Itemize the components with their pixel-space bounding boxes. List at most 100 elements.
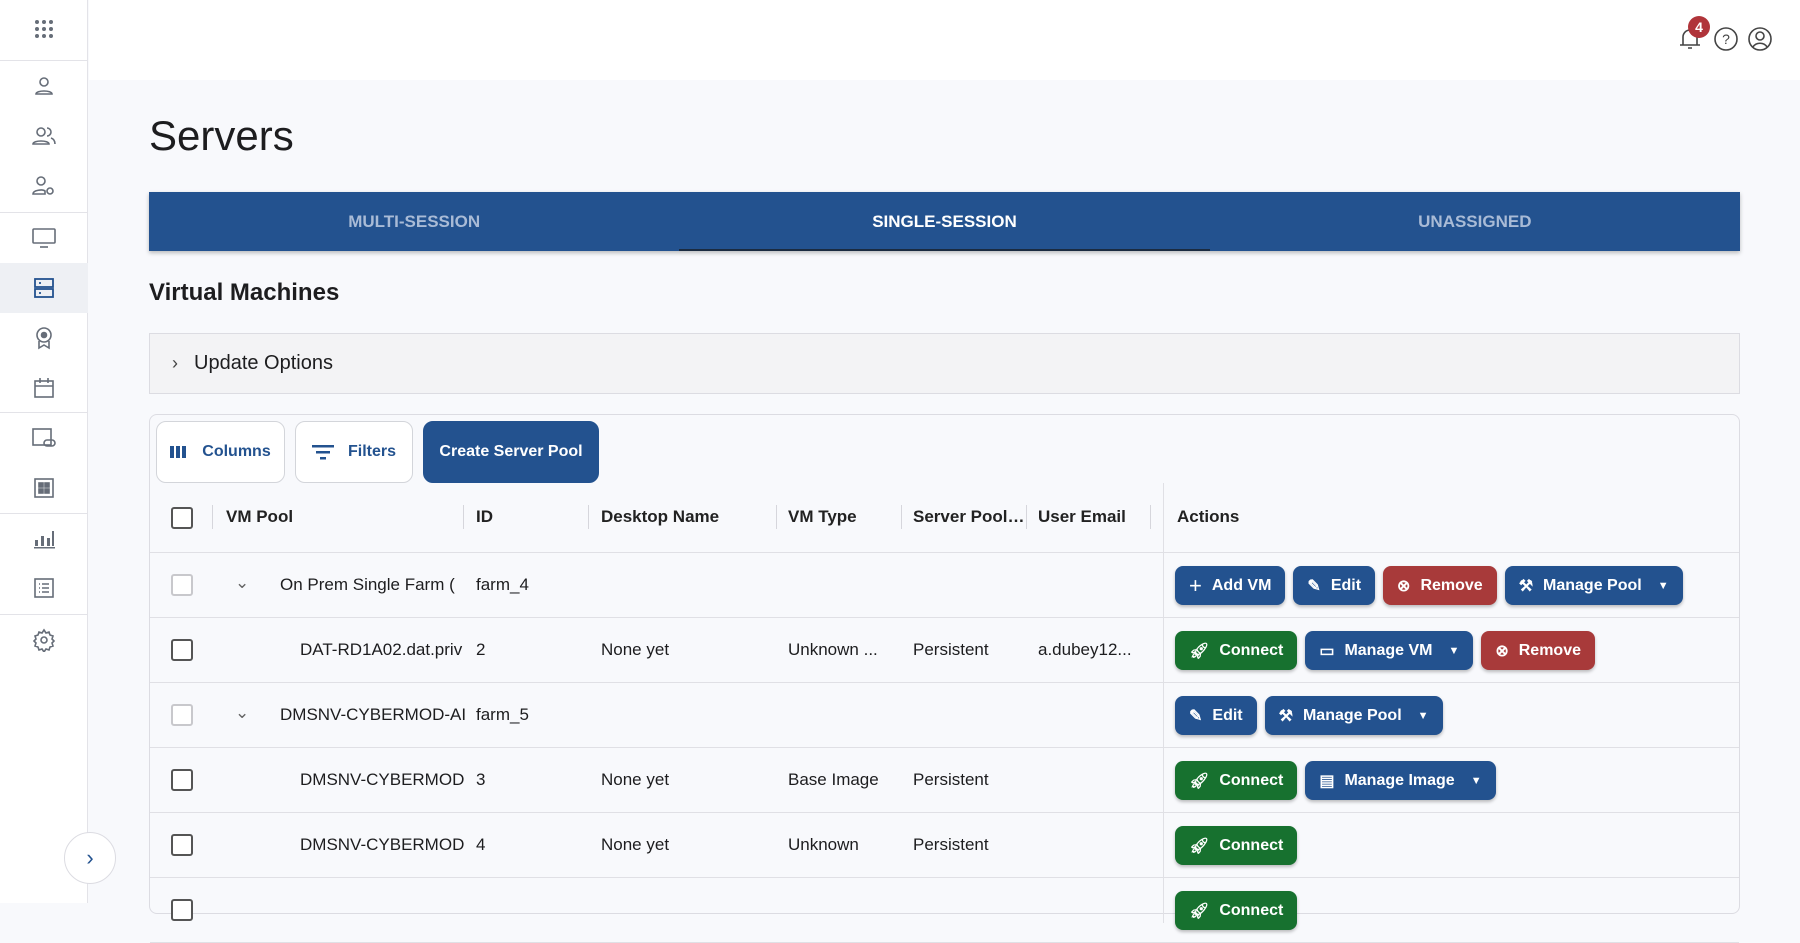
connect-button[interactable]: 🚀︎ Connect <box>1175 761 1298 800</box>
id-cell: 4 <box>476 835 486 854</box>
table-row-vm: DMSNV-CYBERMOD- 3 None yet Base Image Pe… <box>150 748 1739 813</box>
row-checkbox[interactable] <box>171 639 193 661</box>
col-id[interactable]: ID <box>476 507 493 526</box>
sidebar-item-desktop[interactable] <box>0 213 88 263</box>
columns-icon <box>170 446 187 458</box>
caret-down-icon: ▼ <box>1417 709 1429 722</box>
sidebar-item-users[interactable] <box>0 111 88 161</box>
sidebar-item-certificate[interactable] <box>0 313 88 363</box>
remove-button[interactable]: ⊗ Remove <box>1383 566 1497 605</box>
manage-pool-dropdown[interactable]: ⚒ Manage Pool ▼ <box>1264 696 1443 735</box>
pencil-icon: ✎ <box>1307 577 1321 595</box>
help-icon[interactable]: ? <box>1713 26 1739 52</box>
tab-multi-session[interactable]: MULTI-SESSION <box>348 211 481 231</box>
server-pool-cell: Persistent <box>913 640 989 659</box>
row-checkbox[interactable] <box>171 574 193 596</box>
user-email-cell: a.dubey12... <box>1038 640 1132 659</box>
row-checkbox[interactable] <box>171 769 193 791</box>
id-cell: 3 <box>476 770 486 789</box>
manage-vm-dropdown[interactable]: ▭ Manage VM ▼ <box>1305 631 1474 670</box>
archive-icon: ▤ <box>1319 772 1335 790</box>
table-row-vm: 🚀︎ Connect <box>150 878 1739 943</box>
expand-chevron-icon[interactable]: ⌄ <box>235 573 250 592</box>
rocket-icon: 🚀︎ <box>1189 772 1210 790</box>
filter-icon <box>311 445 334 460</box>
col-desktop-name[interactable]: Desktop Name <box>601 507 720 526</box>
svg-text:?: ? <box>1722 31 1730 47</box>
create-server-pool-button[interactable]: Create Server Pool <box>423 421 599 483</box>
vm-type-cell: Unknown ... <box>788 640 878 659</box>
rocket-icon: 🚀︎ <box>1189 642 1210 660</box>
account-icon[interactable] <box>1747 26 1773 52</box>
table-row-vm: DAT-RD1A02.dat.priv 2 None yet Unknown .… <box>150 618 1739 683</box>
sidebar-item-apps[interactable] <box>0 463 88 513</box>
id-cell: 2 <box>476 640 486 659</box>
rocket-icon: 🚀︎ <box>1189 902 1210 920</box>
sidebar-item-reports[interactable] <box>0 513 88 563</box>
edit-button[interactable]: ✎ Edit <box>1293 566 1376 605</box>
remove-button[interactable]: ⊗ Remove <box>1481 631 1595 670</box>
sidebar-item-list[interactable] <box>0 563 88 613</box>
table-header: VM Pool ID Desktop Name VM Type Server P… <box>150 483 1739 553</box>
top-bar <box>89 0 1800 80</box>
connect-button[interactable]: 🚀︎ Connect <box>1175 891 1298 930</box>
cancel-circle-icon: ⊗ <box>1397 577 1411 595</box>
server-pool-cell: Persistent <box>913 835 989 854</box>
vm-type-cell: Base Image <box>788 770 879 789</box>
sidebar-item-user[interactable] <box>0 61 88 111</box>
filters-label: Filters <box>347 443 396 460</box>
vm-pool-cell: DMSNV-CYBERMOD- <box>300 835 465 854</box>
vm-table: Columns Filters Create Server Pool VM Po… <box>149 414 1740 943</box>
page-title: Servers <box>149 112 294 159</box>
plus-icon: + <box>1189 572 1202 598</box>
vm-pool-cell: DMSNV-CYBERMOD- <box>300 770 465 789</box>
vm-pool-cell: DAT-RD1A02.dat.priv <box>300 640 463 659</box>
sidebar-item-calendar[interactable] <box>0 363 88 413</box>
sidebar-expand-button[interactable]: › <box>64 832 116 884</box>
connect-button[interactable]: 🚀︎ Connect <box>1175 826 1298 865</box>
expand-chevron-icon[interactable]: ⌄ <box>235 703 250 722</box>
filters-button[interactable]: Filters <box>295 421 413 483</box>
sidebar-item-user-settings[interactable] <box>0 161 88 211</box>
id-cell: farm_4 <box>476 575 529 594</box>
section-title: Virtual Machines <box>149 279 340 306</box>
col-vm-pool[interactable]: VM Pool <box>226 507 294 526</box>
row-checkbox[interactable] <box>171 704 193 726</box>
desktop-name-cell: None yet <box>601 770 670 789</box>
sidebar: › <box>0 0 116 903</box>
vm-type-cell: Unknown <box>788 835 859 854</box>
edit-button[interactable]: ✎ Edit <box>1175 696 1257 735</box>
row-checkbox[interactable] <box>171 899 193 921</box>
sidebar-item-servers[interactable] <box>0 263 88 313</box>
sidebar-item-settings[interactable] <box>0 615 88 665</box>
cancel-circle-icon: ⊗ <box>1495 642 1509 660</box>
tools-icon: ⚒ <box>1278 707 1293 725</box>
tab-single-session[interactable]: SINGLE-SESSION <box>679 192 1210 251</box>
chevron-right-icon: › <box>172 353 178 373</box>
sidebar-item-linked-apps[interactable] <box>0 413 88 463</box>
desktop-name-cell: None yet <box>601 835 670 854</box>
tools-icon: ⚒ <box>1518 577 1534 595</box>
actions-column-divider <box>1163 483 1164 923</box>
select-all-checkbox[interactable] <box>171 507 193 529</box>
col-actions: Actions <box>1177 507 1240 526</box>
pencil-icon: ✎ <box>1189 707 1203 725</box>
update-options-accordion[interactable]: › Update Options <box>149 333 1740 394</box>
table-row-pool: ⌄ DMSNV-CYBERMOD-AI farm_5 ✎ Edit ⚒ Manage… <box>150 683 1739 748</box>
connect-button[interactable]: 🚀︎ Connect <box>1175 631 1298 670</box>
row-checkbox[interactable] <box>171 834 193 856</box>
col-vm-type[interactable]: VM Type <box>788 507 857 526</box>
server-pool-cell: Persistent <box>913 770 989 789</box>
manage-image-dropdown[interactable]: ▤ Manage Image ▼ <box>1305 761 1496 800</box>
columns-button[interactable]: Columns <box>156 421 285 483</box>
add-vm-button[interactable]: + Add VM <box>1175 566 1286 605</box>
rocket-icon: 🚀︎ <box>1189 837 1210 855</box>
id-cell: farm_5 <box>476 705 529 724</box>
col-server-pool[interactable]: Server Pool ... <box>913 507 1025 526</box>
tab-unassigned[interactable]: UNASSIGNED <box>1418 211 1532 231</box>
manage-pool-dropdown[interactable]: ⚒ Manage Pool ▼ <box>1504 566 1683 605</box>
chevron-right-icon: › <box>86 845 94 870</box>
caret-down-icon: ▼ <box>1657 579 1669 592</box>
col-user-email[interactable]: User Email <box>1038 507 1126 526</box>
app-grid-icon[interactable] <box>0 4 88 54</box>
